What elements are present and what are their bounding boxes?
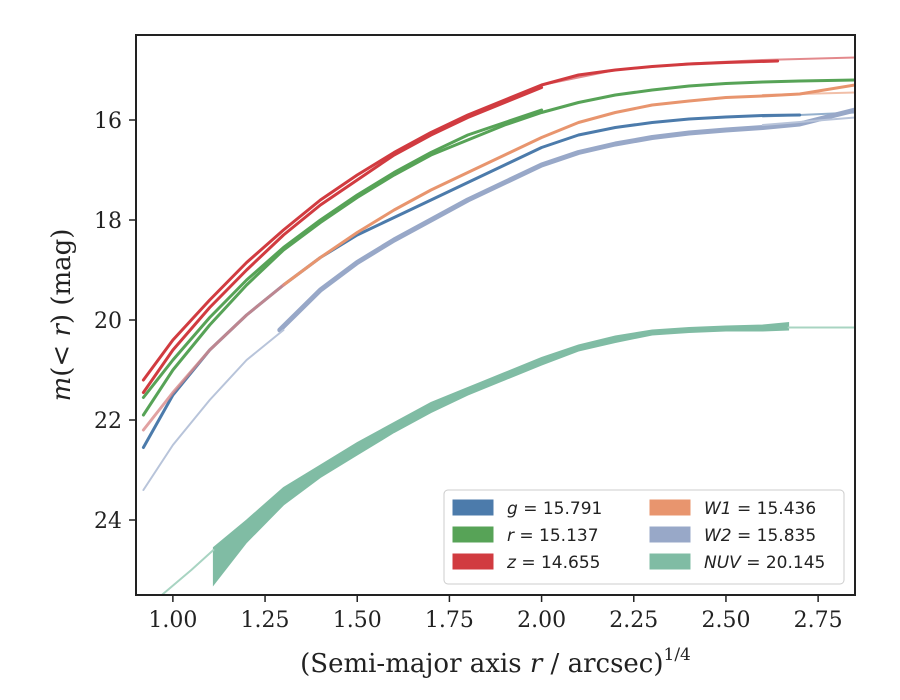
legend-entry: W1 = 15.436 [704,499,816,519]
series-10-w2-15-835-line [277,107,855,333]
series-13-nuv-20-145-band [212,321,790,587]
series-7-w1-15-436-line [282,83,855,287]
x-tick-label: 1.25 [241,608,290,633]
legend-entry: z = 14.655 [506,553,600,573]
legend-swatch [649,499,691,516]
legend-box [443,489,845,585]
series-layer [141,56,855,595]
legend-swatch [452,553,494,570]
x-tick-label: 2.50 [701,608,750,633]
series-8-w1-model-line [141,283,285,432]
series-11-w2-model-line [142,329,285,491]
legend: g = 15.791 r = 15.137 z = 14.655 W1 = 15.43… [443,489,845,585]
plot-frame [135,34,856,596]
legend-entry: g = 15.791 [507,499,602,519]
y-tick-label: 24 [94,509,122,534]
x-tick-label: 1.00 [148,608,197,633]
y-axis-label: m(< r) (mag) [47,229,77,402]
series-14-nuv-model-line [160,549,215,595]
y-tick-label: 18 [94,209,122,234]
x-tick-label: 2.00 [517,608,566,633]
legend-swatch [649,553,691,570]
y-tick-label: 20 [94,309,122,334]
x-axis-label: (Semi-major axis r / arcsec)1/4 [300,645,691,679]
legend-entry: W2 = 15.835 [704,526,816,546]
series-5-z-lower-line [141,86,544,394]
legend-entry: NUV = 20.145 [704,553,825,573]
legend-swatch [452,526,494,543]
series-12-w2-ext-line [761,116,855,126]
legend-entry: r = 15.137 [507,526,599,546]
series-9-w1-ext-line [761,91,855,96]
x-tick-label: 2.75 [794,608,843,633]
y-tick-label: 22 [94,409,122,434]
series-2-r-15-137-line [141,78,855,417]
y-tick-label: 16 [94,109,122,134]
legend-swatch [649,526,691,543]
series-6-z-model-line [540,56,855,86]
x-tick-label: 1.75 [425,608,474,633]
legend-swatch [452,499,494,516]
ticks-layer: 1.00 1.25 1.50 1.75 2.00 2.25 2.50 2.75 16 18 20 22… [94,109,843,633]
series-0-g-15-791-line [141,113,802,449]
series-3-r-upper-line [141,108,544,399]
x-tick-label: 1.50 [333,608,382,633]
x-tick-label: 2.25 [609,608,658,633]
